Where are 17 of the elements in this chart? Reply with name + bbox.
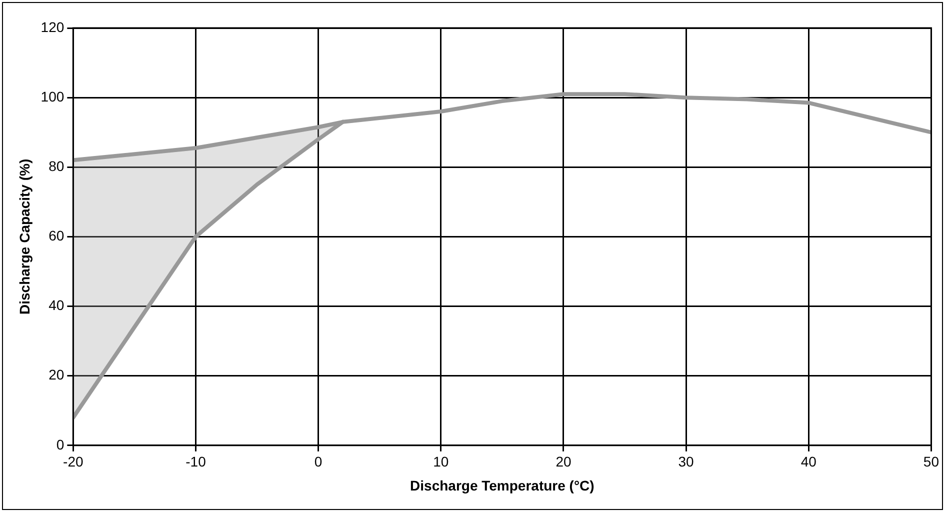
x-tick-label: 30: [678, 454, 694, 470]
y-axis-title: Discharge Capacity (%): [16, 158, 32, 315]
x-tick-label: -20: [63, 454, 84, 470]
y-tick-label: 20: [48, 366, 64, 383]
x-tick-label: 50: [923, 454, 940, 470]
y-tick-label: 80: [48, 158, 64, 174]
x-tick-label: 0: [314, 454, 322, 470]
x-axis-title: Discharge Temperature (°C): [410, 477, 594, 494]
y-tick-label: 120: [40, 18, 64, 35]
x-tick-label: 10: [433, 454, 449, 470]
y-tick-label: 40: [48, 297, 64, 314]
y-tick-label: 60: [48, 228, 64, 244]
x-tick-label: 40: [800, 454, 817, 470]
y-tick-label: 100: [40, 88, 64, 104]
y-tick-label: 0: [56, 436, 64, 452]
x-tick-label: 20: [556, 454, 572, 470]
x-tick-label: -10: [186, 454, 206, 470]
